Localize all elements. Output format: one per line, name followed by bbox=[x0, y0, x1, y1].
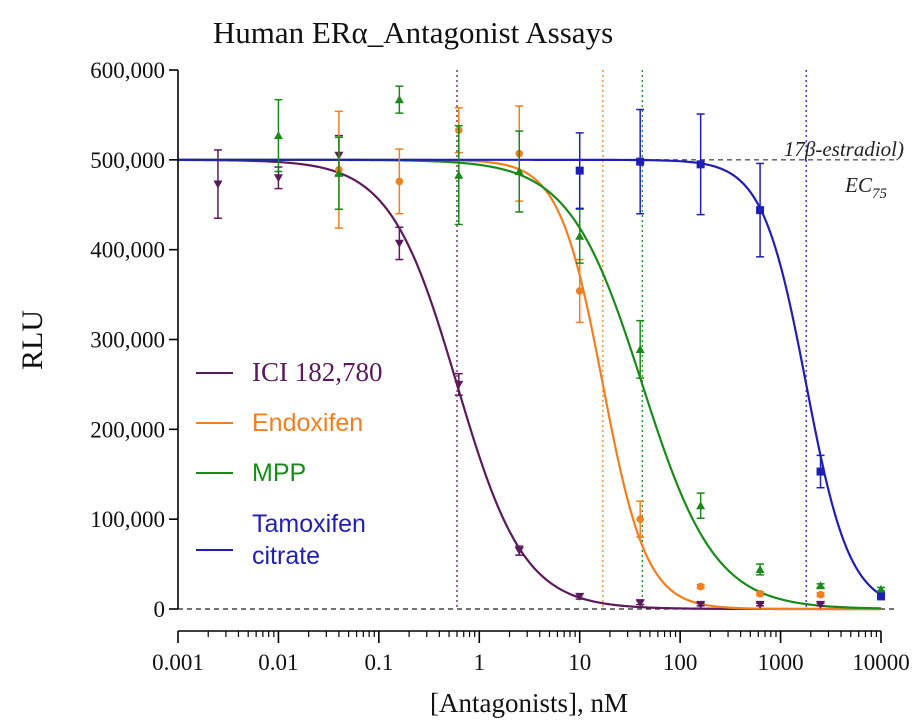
y-tick-label-1: 100,000 bbox=[90, 507, 165, 532]
data-point-2-1 bbox=[334, 168, 344, 177]
axes: 0 100,000 200,000 300,000 400,000 500,000 600,… bbox=[90, 58, 910, 675]
data-point-0-3 bbox=[394, 239, 404, 248]
legend-label-3-line-1: citrate bbox=[252, 542, 320, 570]
y-tick-label-3: 300,000 bbox=[90, 328, 165, 353]
y-axis-label: RLU bbox=[16, 310, 49, 370]
data-point-1-1 bbox=[395, 177, 404, 186]
legend-label-2: MPP bbox=[252, 459, 306, 487]
data-point-0-6 bbox=[575, 592, 585, 601]
data-point-2-4 bbox=[514, 167, 524, 176]
data-point-0-7 bbox=[635, 599, 645, 608]
x-tick-label-0: 0.001 bbox=[152, 650, 204, 675]
y-tick-label-4: 400,000 bbox=[90, 238, 165, 263]
data-point-2-3 bbox=[454, 170, 464, 179]
data-point-2-7 bbox=[696, 501, 706, 510]
data-point-0-9 bbox=[755, 600, 765, 610]
data-point-1-6 bbox=[696, 582, 705, 591]
y-tick-label-0: 0 bbox=[154, 597, 166, 622]
ec75-label-line1: 17β-estradiol) bbox=[784, 137, 904, 161]
data-point-2-2 bbox=[394, 95, 404, 104]
data-point-1-4 bbox=[575, 287, 584, 295]
data-point-3-4 bbox=[816, 467, 825, 476]
x-tick-label-5: 100 bbox=[663, 650, 698, 675]
data-point-0-8 bbox=[696, 600, 706, 610]
ic50-lines bbox=[456, 70, 807, 609]
data-point-3-2 bbox=[696, 160, 705, 169]
data-point-3-5 bbox=[877, 592, 885, 601]
x-tick-label-2: 0.1 bbox=[364, 650, 393, 675]
data-points bbox=[213, 85, 886, 610]
y-tick-label-6: 600,000 bbox=[90, 58, 165, 83]
data-point-2-10 bbox=[876, 584, 886, 593]
data-point-2-0 bbox=[273, 131, 283, 140]
data-point-1-7 bbox=[756, 589, 764, 598]
fit-curve-3 bbox=[178, 158, 882, 596]
data-point-1-5 bbox=[636, 515, 644, 523]
legend-label-1: Endoxifen bbox=[252, 409, 363, 437]
x-axis-label: [Antagonists], nM bbox=[430, 688, 628, 718]
data-point-2-5 bbox=[575, 231, 585, 240]
x-tick-label-6: 1000 bbox=[758, 650, 804, 675]
data-point-0-1 bbox=[273, 174, 283, 183]
ec75-label-line2: EC75 bbox=[844, 173, 887, 202]
y-tick-label-5: 500,000 bbox=[90, 148, 165, 173]
data-point-3-3 bbox=[756, 206, 765, 215]
legend-label-3: Tamoxifen citrate bbox=[252, 510, 366, 570]
data-point-0-5 bbox=[514, 547, 524, 556]
x-tick-label-3: 1 bbox=[474, 650, 486, 675]
data-point-1-8 bbox=[816, 590, 825, 599]
x-tick-label-7: 10000 bbox=[852, 650, 910, 675]
ec75-main: EC bbox=[844, 173, 873, 197]
x-tick-label-4: 10 bbox=[568, 650, 591, 675]
data-point-2-9 bbox=[816, 581, 826, 590]
chart-title: Human ERα_Antagonist Assays bbox=[213, 15, 613, 50]
data-point-0-10 bbox=[816, 600, 826, 610]
data-point-2-8 bbox=[755, 564, 765, 574]
ec75-sub: 75 bbox=[872, 186, 888, 202]
x-tick-label-1: 0.01 bbox=[258, 650, 298, 675]
data-point-3-0 bbox=[575, 166, 584, 175]
y-tick-label-2: 200,000 bbox=[90, 417, 165, 442]
data-point-0-0 bbox=[213, 180, 223, 189]
legend: ICI 182,780 Endoxifen MPP Tamoxifen citrate bbox=[196, 357, 383, 570]
data-point-0-4 bbox=[454, 380, 464, 389]
data-point-3-1 bbox=[636, 157, 645, 166]
legend-label-0: ICI 182,780 bbox=[252, 357, 383, 387]
data-point-2-6 bbox=[635, 344, 645, 353]
legend-label-3-line-0: Tamoxifen bbox=[252, 510, 366, 538]
